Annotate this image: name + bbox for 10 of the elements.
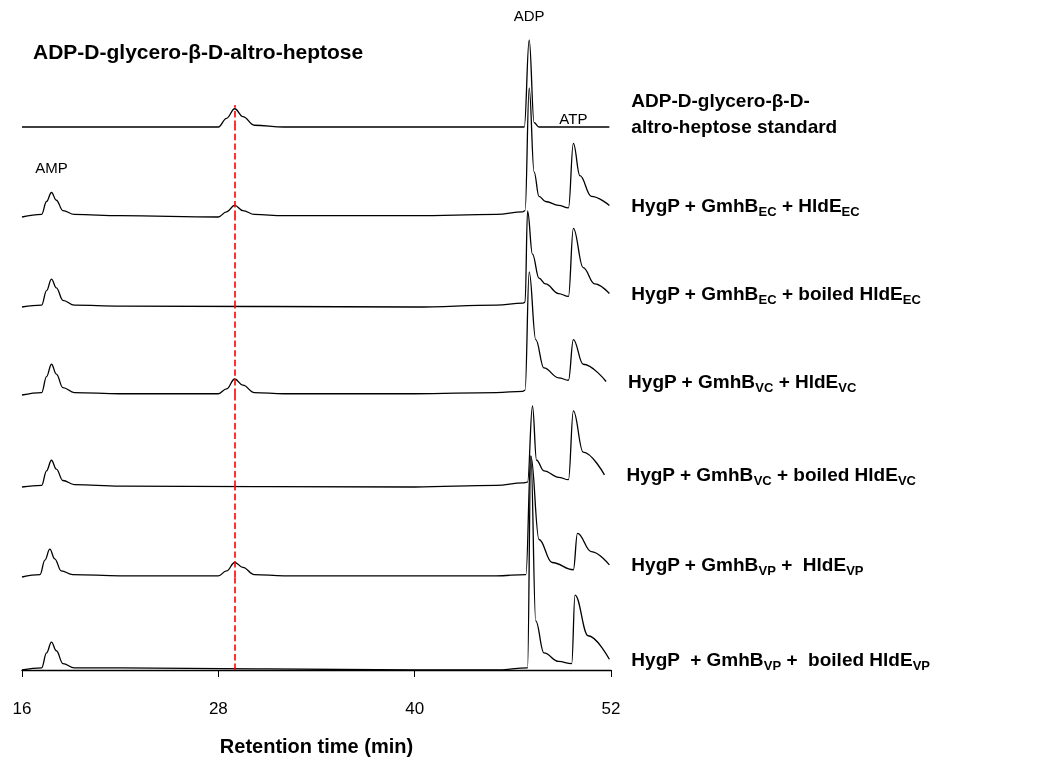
x-axis-title: Retention time (min) (219, 735, 414, 757)
x-tick-label: 16 (12, 699, 32, 718)
chart-title: ADP-D-glycero-β-D-altro-heptose (33, 40, 364, 63)
annotation: AMP (35, 159, 68, 177)
x-tick-label: 52 (601, 699, 621, 718)
annotation: ATP (559, 110, 588, 128)
x-tick-label: 28 (208, 699, 228, 718)
annotation: ADP (513, 7, 545, 24)
x-tick-label: 40 (405, 699, 425, 718)
series-label: ADP-D-glycero-β-D-altro-heptose standard (631, 89, 838, 137)
